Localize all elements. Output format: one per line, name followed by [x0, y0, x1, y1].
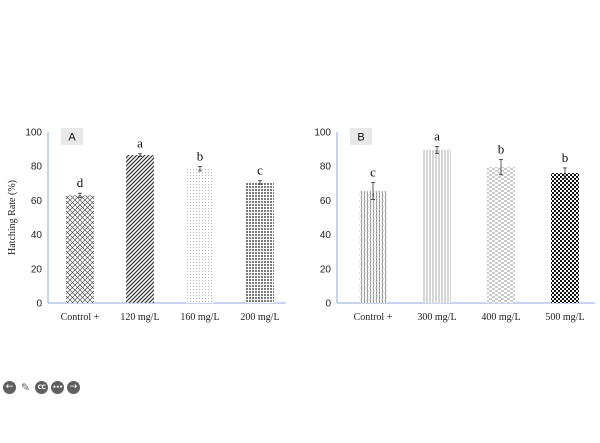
- bar: [423, 149, 451, 303]
- pencil-icon[interactable]: ✎: [20, 381, 31, 394]
- x-tick-label: Control +: [354, 312, 393, 323]
- bar: [487, 167, 515, 303]
- x-tick-label: 200 mg/L: [240, 312, 279, 323]
- significance-letter: b: [498, 141, 505, 156]
- y-tick-label: 20: [320, 264, 332, 275]
- significance-letter: c: [370, 164, 376, 179]
- x-tick-label: 120 mg/L: [120, 312, 159, 323]
- significance-letter: a: [137, 136, 143, 151]
- prev-arrow-icon[interactable]: ←: [3, 381, 16, 394]
- y-axis-title: Hatching Rate (%): [7, 180, 18, 255]
- y-tick-label: 60: [31, 196, 43, 207]
- chart-panel-a: 0 20 40 60 80 100 Hatching Rate (%) Ad Control +…: [7, 128, 286, 323]
- x-tick-label: 500 mg/L: [545, 312, 584, 323]
- next-arrow-icon[interactable]: →: [67, 381, 80, 394]
- viewer-controls: ← ✎ CC ••• →: [3, 381, 80, 394]
- significance-letter: a: [434, 129, 440, 144]
- significance-letter: c: [257, 163, 263, 178]
- bar: [359, 190, 387, 303]
- y-tick-label: 20: [31, 264, 43, 275]
- y-tick-label: 0: [36, 299, 42, 310]
- panel-label: A: [68, 132, 76, 144]
- y-tick-label: 60: [320, 196, 332, 207]
- more-options-icon[interactable]: •••: [51, 381, 64, 394]
- significance-letter: b: [562, 150, 569, 165]
- bar: [66, 195, 94, 303]
- y-tick-label: 100: [25, 128, 42, 139]
- bar: [551, 173, 579, 303]
- y-tick-label: 0: [325, 299, 331, 310]
- y-tick-label: 80: [320, 162, 332, 173]
- x-tick-label: 400 mg/L: [481, 312, 520, 323]
- significance-letter: b: [197, 149, 204, 164]
- y-tick-label: 40: [31, 230, 43, 241]
- chart-panel-b: 0 20 40 60 80 100 Bc Control + a 300 mg/L b 400 mg/…: [314, 128, 595, 323]
- panel-label: B: [357, 132, 364, 144]
- bar: [246, 182, 274, 303]
- panel-label-box: [350, 128, 372, 145]
- y-tick-label: 100: [314, 128, 331, 139]
- x-tick-label: 300 mg/L: [417, 312, 456, 323]
- captions-icon[interactable]: CC: [35, 381, 48, 394]
- panel-label-box: [61, 128, 83, 145]
- x-tick-label: Control +: [61, 312, 100, 323]
- x-tick-label: 160 mg/L: [180, 312, 219, 323]
- bar: [126, 155, 154, 303]
- bar: [186, 168, 214, 303]
- y-tick-label: 40: [320, 230, 332, 241]
- significance-letter: d: [77, 175, 84, 190]
- y-tick-label: 80: [31, 162, 43, 173]
